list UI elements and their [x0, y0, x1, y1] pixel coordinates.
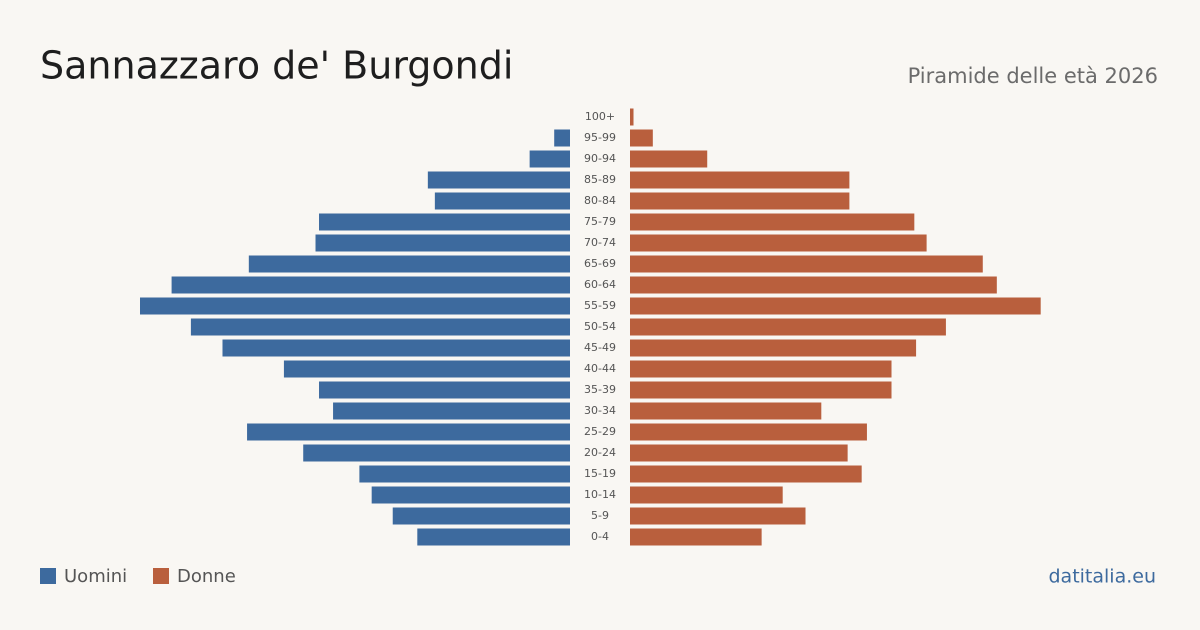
chart-subtitle: Piramide delle età 2026	[908, 64, 1158, 88]
bar	[630, 465, 862, 483]
bar	[630, 129, 653, 147]
category-label: 75-79	[584, 215, 616, 228]
legend-swatch	[153, 568, 169, 584]
bar	[529, 150, 570, 168]
bar	[630, 423, 867, 441]
category-label: 10-14	[584, 488, 616, 501]
bar	[303, 444, 570, 462]
legend-label: Donne	[177, 566, 236, 587]
bar	[315, 234, 570, 252]
bar	[333, 402, 570, 420]
category-label: 25-29	[584, 425, 616, 438]
bar	[630, 444, 848, 462]
bar	[140, 297, 570, 315]
bar	[417, 528, 570, 546]
category-label: 40-44	[584, 362, 616, 375]
bar	[630, 150, 708, 168]
bar	[554, 129, 570, 147]
bar	[630, 255, 983, 273]
bar	[630, 318, 946, 336]
category-label: 65-69	[584, 257, 616, 270]
bar	[392, 507, 570, 525]
bar	[630, 192, 850, 210]
bar	[171, 276, 570, 294]
bar	[427, 171, 570, 189]
bar	[630, 360, 892, 378]
category-label: 55-59	[584, 299, 616, 312]
bar	[359, 465, 570, 483]
category-label: 85-89	[584, 173, 616, 186]
category-label: 95-99	[584, 131, 616, 144]
category-label: 100+	[585, 110, 615, 123]
bar	[319, 381, 570, 399]
category-label: 5-9	[591, 509, 609, 522]
category-label: 15-19	[584, 467, 616, 480]
bar	[630, 381, 892, 399]
category-label: 45-49	[584, 341, 616, 354]
category-label: 70-74	[584, 236, 616, 249]
bar	[630, 507, 806, 525]
source[interactable]: datitalia.eu	[1049, 566, 1157, 588]
bar	[319, 213, 570, 231]
category-label: 80-84	[584, 194, 616, 207]
bar	[630, 108, 634, 126]
bar	[630, 276, 997, 294]
legend-label: Uomini	[64, 566, 127, 587]
bar	[371, 486, 570, 504]
bar	[630, 171, 850, 189]
bar	[190, 318, 571, 336]
bar	[630, 339, 917, 357]
bar	[630, 234, 927, 252]
category-label: 90-94	[584, 152, 616, 165]
category-label: 30-34	[584, 404, 616, 417]
category-label: 60-64	[584, 278, 616, 291]
bar	[630, 402, 822, 420]
bar	[248, 255, 570, 273]
chart-title: Sannazzaro de' Burgondi	[40, 44, 513, 88]
category-label: 50-54	[584, 320, 616, 333]
bar	[283, 360, 570, 378]
bar	[630, 213, 915, 231]
category-label: 0-4	[591, 530, 609, 543]
bar	[630, 528, 762, 546]
legend-swatch	[40, 568, 56, 584]
bar	[222, 339, 570, 357]
bar	[434, 192, 570, 210]
bar	[630, 486, 783, 504]
category-label: 20-24	[584, 446, 616, 459]
bar	[630, 297, 1041, 315]
category-label: 35-39	[584, 383, 616, 396]
bar	[247, 423, 570, 441]
